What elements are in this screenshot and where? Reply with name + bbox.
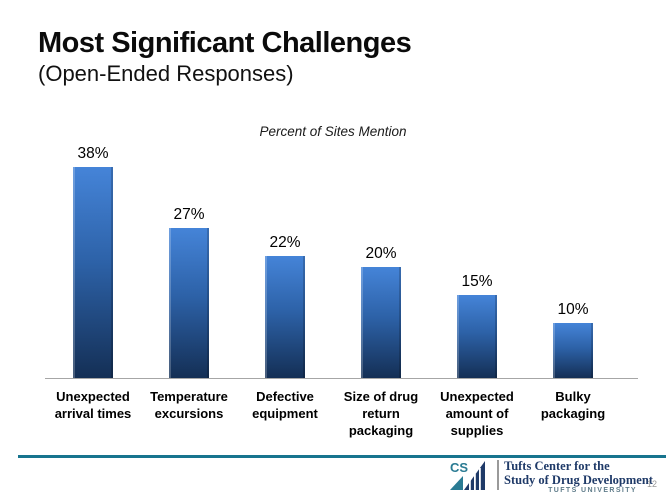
- slide-subtitle: (Open-Ended Responses): [38, 61, 294, 86]
- bar-column: 38%: [45, 145, 141, 378]
- bar-value-label: 15%: [461, 272, 493, 290]
- bar: [169, 228, 209, 378]
- slide-title: Most Significant Challenges: [38, 27, 412, 59]
- logo-cs-text: CS: [450, 460, 468, 475]
- bar-column: 20%: [333, 146, 429, 378]
- category-label: Unexpected amount of supplies: [440, 389, 514, 438]
- bar-column: 10%: [525, 146, 621, 378]
- org-name: Tufts Center for the Study of Drug Devel…: [504, 459, 653, 487]
- bar-value-label: 10%: [557, 300, 589, 318]
- bar-value-label: 22%: [269, 233, 301, 251]
- category-label: Size of drug return packaging: [343, 389, 419, 438]
- org-name-line1: Tufts Center for the: [504, 459, 610, 473]
- bar: [73, 167, 113, 378]
- bar-column: 22%: [237, 146, 333, 378]
- org-university: TUFTS UNIVERSITY: [548, 487, 637, 494]
- bar: [265, 255, 305, 378]
- category-label: Unexpected arrival times: [54, 389, 132, 421]
- category-row: Unexpected arrival times Temperature excu…: [45, 388, 621, 439]
- footer-divider-rule: [18, 455, 666, 458]
- csdd-logo-icon: CS: [450, 460, 485, 490]
- category-label: Defective equipment: [252, 389, 318, 421]
- bar-column: 27%: [141, 146, 237, 378]
- category-label: Temperature excursions: [150, 389, 228, 421]
- logo-divider: [497, 460, 499, 490]
- plot-area: 38% 27% 22% 20% 15% 10%: [45, 145, 638, 379]
- bar: [553, 322, 593, 378]
- bar-value-label: 38%: [77, 145, 109, 163]
- bar-value-label: 20%: [365, 245, 397, 262]
- bar-column: 15%: [429, 146, 525, 378]
- bar-value-label: 27%: [173, 206, 205, 224]
- page-number: 12: [647, 479, 658, 489]
- bar: [457, 294, 497, 378]
- category-label: Bulky packaging: [540, 389, 606, 421]
- bar: [361, 267, 401, 378]
- chart-title: Percent of Sites Mention: [259, 124, 407, 139]
- bar-chart: Percent of Sites Mention 38% 27% 22% 20% 15%…: [45, 124, 638, 439]
- org-name-line2: Study of Drug Development: [504, 473, 653, 487]
